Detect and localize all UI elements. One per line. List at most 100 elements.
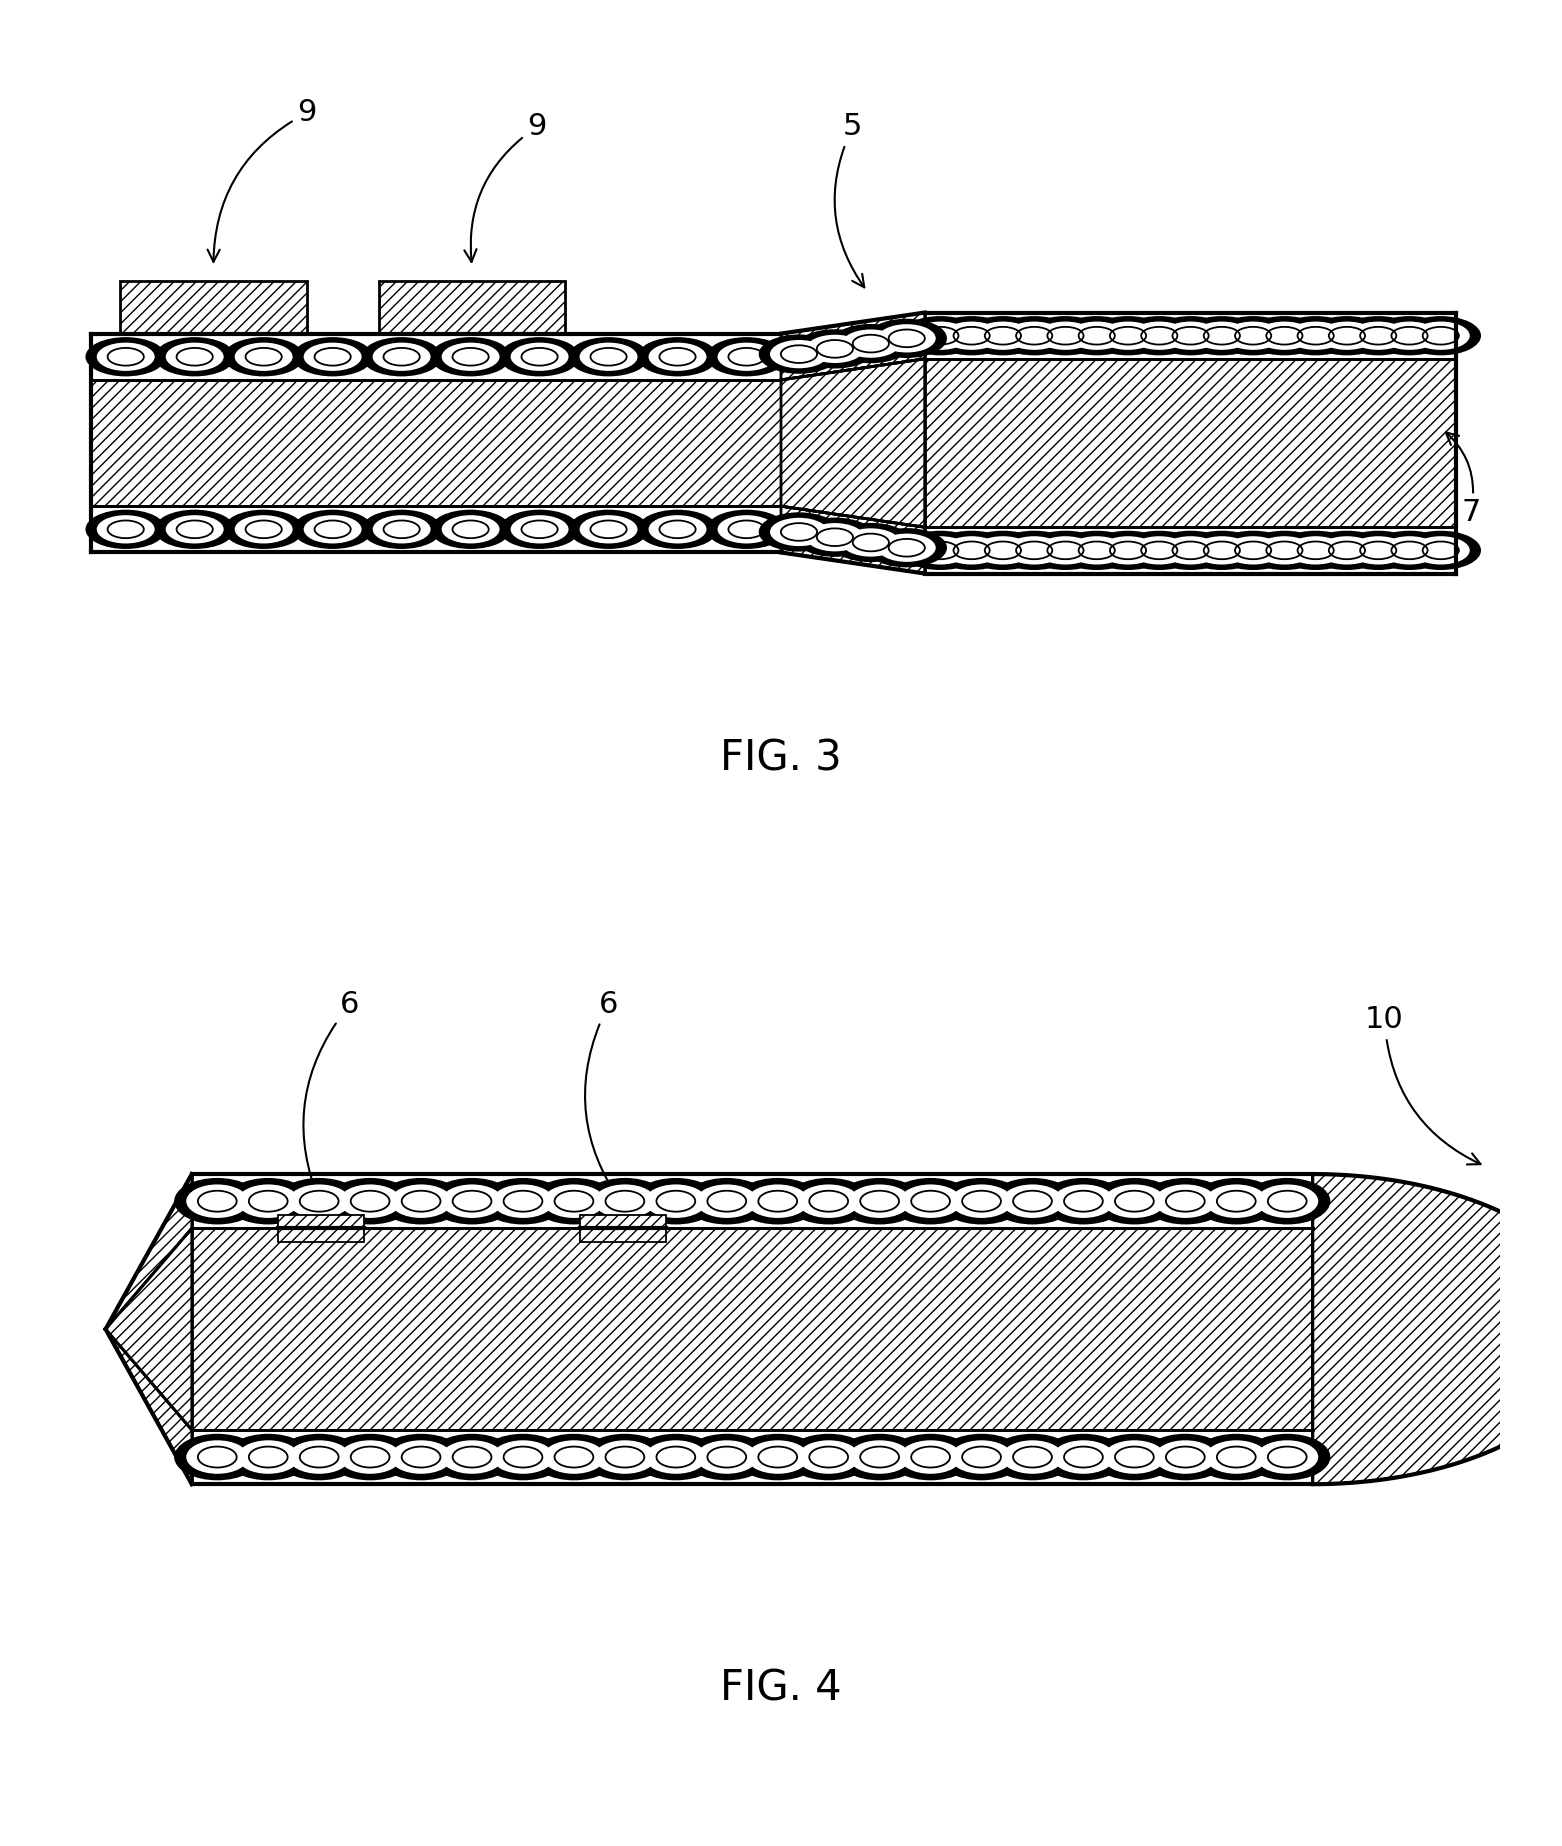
Circle shape [786,1434,872,1480]
Circle shape [1206,1185,1267,1218]
Circle shape [633,1178,719,1224]
Circle shape [759,334,839,373]
Circle shape [645,1185,708,1218]
Polygon shape [278,1215,364,1242]
Circle shape [223,338,305,377]
Circle shape [1053,1440,1114,1473]
Circle shape [900,532,981,570]
Circle shape [831,522,911,563]
Circle shape [795,517,875,557]
Circle shape [326,1434,414,1480]
Circle shape [1256,535,1314,565]
Circle shape [1370,316,1450,356]
Circle shape [237,1440,300,1473]
Circle shape [1212,532,1293,570]
Circle shape [276,1434,362,1480]
Circle shape [1350,535,1407,565]
Text: 9: 9 [208,98,317,262]
Circle shape [1103,1185,1165,1218]
Circle shape [1412,321,1470,351]
Circle shape [500,338,580,377]
Circle shape [734,1178,822,1224]
Circle shape [684,1434,770,1480]
Circle shape [303,343,362,371]
Circle shape [1318,535,1376,565]
Circle shape [1118,316,1200,356]
Circle shape [867,528,947,567]
Circle shape [155,509,234,548]
Circle shape [1339,532,1418,570]
Circle shape [911,535,970,565]
Circle shape [1243,1434,1331,1480]
Circle shape [1025,532,1106,570]
Circle shape [175,1434,261,1480]
Circle shape [887,1178,973,1224]
Circle shape [1245,532,1325,570]
Circle shape [887,1434,973,1480]
Circle shape [594,1440,656,1473]
Circle shape [831,323,911,364]
Circle shape [1056,316,1137,356]
Circle shape [237,1185,300,1218]
Circle shape [798,1440,859,1473]
Circle shape [842,329,900,358]
Circle shape [1245,316,1325,356]
Circle shape [848,1440,911,1473]
Polygon shape [378,281,565,334]
Circle shape [1206,1440,1267,1473]
Circle shape [292,338,373,377]
Circle shape [1225,535,1282,565]
Circle shape [97,343,155,371]
Circle shape [276,1178,362,1224]
Circle shape [645,1440,708,1473]
Bar [925,528,1456,574]
Text: 10: 10 [1365,1006,1481,1165]
Circle shape [155,338,234,377]
Circle shape [361,509,442,548]
Circle shape [1150,316,1231,356]
Circle shape [1087,316,1168,356]
Circle shape [1103,1440,1165,1473]
Circle shape [975,535,1032,565]
Circle shape [1142,1178,1228,1224]
Bar [91,506,781,552]
Circle shape [287,1440,350,1473]
Polygon shape [781,312,925,380]
Text: FIG. 4: FIG. 4 [720,1667,842,1709]
Polygon shape [106,1228,192,1431]
Circle shape [1212,316,1293,356]
Circle shape [951,1440,1012,1473]
Circle shape [911,321,970,351]
Circle shape [1181,316,1262,356]
Circle shape [378,1434,464,1480]
Circle shape [378,1178,464,1224]
Circle shape [431,338,511,377]
Circle shape [1225,321,1282,351]
Circle shape [1087,532,1168,570]
Circle shape [637,338,719,377]
Circle shape [442,515,500,543]
Circle shape [225,1178,311,1224]
Circle shape [500,509,580,548]
Circle shape [1001,1185,1064,1218]
Circle shape [1276,316,1356,356]
Polygon shape [925,358,1456,528]
Circle shape [86,338,166,377]
Circle shape [706,509,787,548]
Bar [91,334,781,380]
Circle shape [837,1434,923,1480]
Circle shape [1256,1440,1318,1473]
Circle shape [1287,321,1345,351]
Circle shape [430,1178,515,1224]
Circle shape [931,316,1012,356]
Circle shape [1006,535,1064,565]
Circle shape [1307,316,1387,356]
Circle shape [1401,316,1481,356]
Circle shape [292,509,373,548]
Circle shape [798,1185,859,1218]
Circle shape [770,340,828,367]
Circle shape [975,321,1032,351]
Circle shape [581,1434,669,1480]
Circle shape [1381,535,1439,565]
Circle shape [900,316,981,356]
